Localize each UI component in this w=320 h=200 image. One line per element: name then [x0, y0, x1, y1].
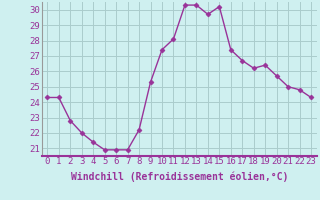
X-axis label: Windchill (Refroidissement éolien,°C): Windchill (Refroidissement éolien,°C)	[70, 172, 288, 182]
